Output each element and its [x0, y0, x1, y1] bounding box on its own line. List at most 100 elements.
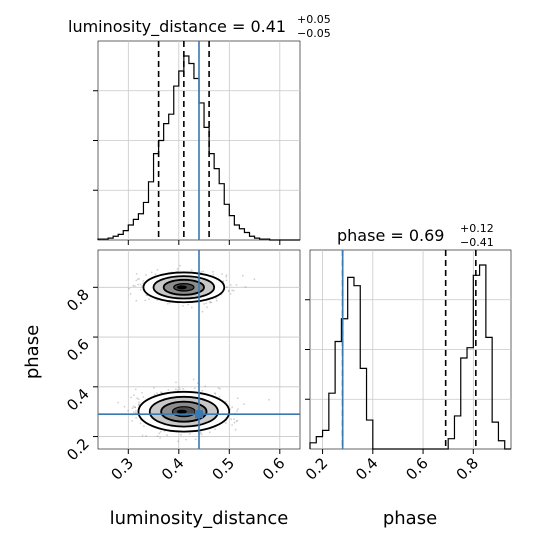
scatter-point: [214, 393, 217, 395]
tick-label: 0.5: [209, 454, 239, 484]
scatter-point: [209, 301, 212, 304]
scatter-point: [139, 422, 142, 425]
tick-label: 0.6: [259, 454, 289, 484]
scatter-point: [145, 274, 148, 276]
scatter-point: [135, 410, 137, 412]
scatter-point: [138, 404, 140, 406]
tick-label: 0.8: [63, 285, 93, 315]
tick-label: 0.6: [402, 454, 432, 484]
scatter-point: [127, 409, 129, 412]
scatter-point: [138, 278, 141, 280]
scatter-point: [141, 392, 143, 394]
scatter-point: [199, 431, 202, 434]
scatter-point: [176, 268, 179, 270]
scatter-point: [134, 388, 137, 391]
scatter-point: [134, 406, 137, 409]
scatter-point: [230, 418, 233, 421]
scatter-point: [141, 285, 144, 287]
scatter-point: [190, 269, 193, 271]
scatter-point: [192, 378, 195, 381]
scatter-point: [136, 397, 139, 400]
scatter-point: [174, 388, 177, 391]
scatter-point: [144, 299, 147, 302]
scatter-point: [229, 284, 232, 286]
scatter-point: [177, 440, 180, 443]
scatter-point: [182, 305, 185, 307]
phase-title-text: phase = 0.69: [337, 226, 444, 245]
scatter-point: [202, 270, 205, 273]
scatter-point: [214, 428, 217, 431]
scatter-point: [210, 301, 213, 304]
scatter-point: [231, 289, 234, 292]
scatter-point: [268, 398, 270, 401]
scatter-point: [237, 408, 239, 411]
scatter-point: [243, 403, 246, 405]
scatter-point: [217, 387, 220, 389]
scatter-point: [132, 405, 135, 408]
scatter-point: [190, 306, 193, 309]
scatter-point: [215, 299, 218, 302]
scatter-point: [134, 406, 137, 409]
scatter-point: [175, 381, 177, 384]
scatter-point: [200, 271, 203, 273]
scatter-point: [142, 396, 145, 398]
tick-label: 0.2: [302, 454, 332, 484]
scatter-point: [229, 293, 232, 295]
scatter-point: [209, 301, 211, 303]
scatter-point: [153, 393, 156, 396]
tick-label: 0.4: [158, 454, 188, 484]
scatter-point: [138, 403, 140, 406]
scatter-point: [117, 401, 119, 404]
scatter-point: [226, 286, 228, 288]
scatter-point: [142, 280, 145, 282]
scatter-point: [224, 400, 227, 403]
scatter-point: [135, 299, 138, 302]
scatter-point: [236, 410, 238, 413]
scatter-point: [235, 420, 238, 423]
scatter-point: [231, 406, 234, 409]
contour-peak: [176, 409, 187, 414]
scatter-point: [253, 278, 256, 281]
scatter-point: [234, 428, 237, 431]
scatter-point: [133, 411, 135, 413]
scatter-point: [158, 432, 161, 435]
scatter-point: [236, 419, 239, 422]
scatter-point: [145, 435, 148, 437]
scatter-point: [235, 284, 238, 286]
scatter-point: [180, 433, 182, 436]
scatter-point: [222, 280, 225, 283]
gridlines: [98, 41, 511, 449]
scatter-point: [228, 290, 230, 292]
x-axis-label-phase: phase: [383, 508, 437, 529]
scatter-point: [123, 405, 126, 408]
luminosity-distance-title-sup: +0.05: [297, 13, 331, 26]
scatter-point: [131, 407, 134, 409]
scatter-point: [221, 273, 223, 275]
scatter-point: [130, 396, 133, 399]
scatter-point: [160, 391, 163, 393]
scatter-point: [178, 388, 181, 390]
scatter-point: [135, 273, 138, 275]
scatter-point: [153, 386, 155, 389]
scatter-point: [139, 283, 142, 286]
scatter-point: [160, 391, 163, 394]
scatter-point: [167, 389, 170, 391]
scatter-point: [188, 433, 191, 435]
scatter-point: [145, 294, 148, 297]
scatter-point: [159, 430, 162, 433]
scatter-point: [135, 417, 138, 419]
scatter-point: [219, 387, 221, 390]
scatter-point: [212, 273, 215, 276]
scatter-point: [214, 392, 216, 394]
scatter-point: [225, 279, 228, 282]
tick-label: 0.8: [453, 454, 483, 484]
scatter-point: [137, 283, 140, 286]
scatter-point: [179, 264, 181, 267]
scatter-point: [232, 289, 235, 292]
scatter-point: [225, 422, 227, 424]
scatter-point: [154, 273, 157, 276]
scatter-point: [182, 387, 185, 390]
scatter-point: [206, 306, 208, 309]
scatter-point: [137, 398, 140, 401]
